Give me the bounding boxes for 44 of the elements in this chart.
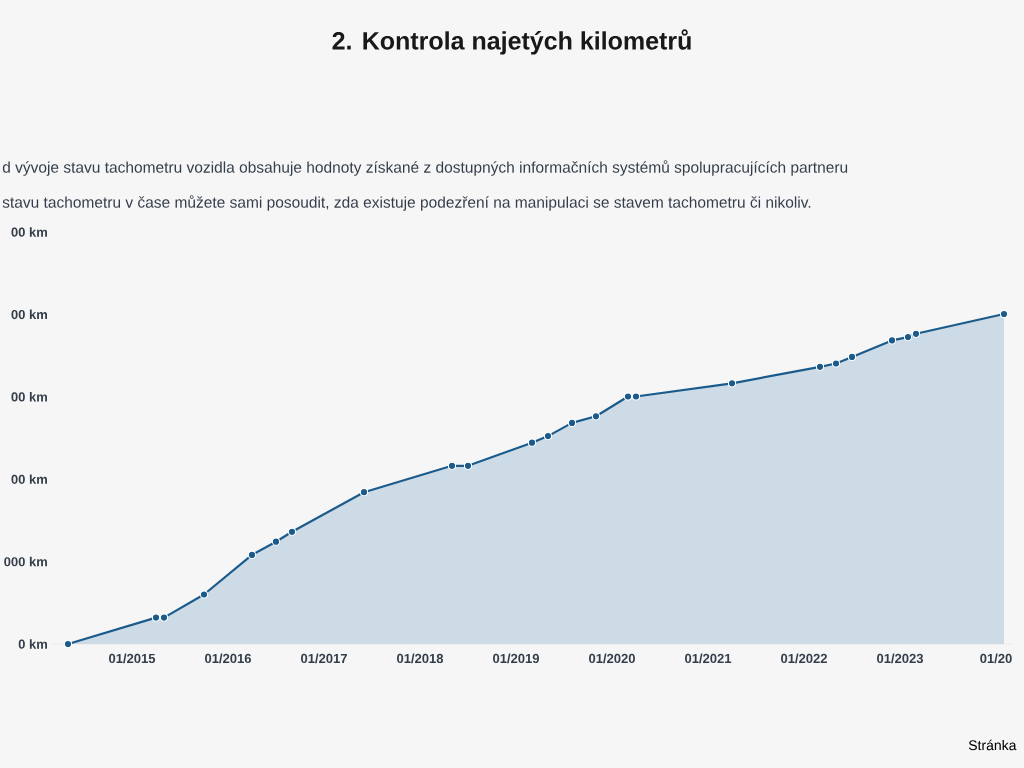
x-tick-label: 01/2020 (589, 653, 635, 664)
x-tick-label: 01/2018 (397, 653, 444, 664)
text: 0 km (18, 639, 47, 649)
point (527, 438, 537, 447)
x-tick-label: 01/2023 (877, 653, 924, 664)
point (631, 392, 641, 401)
chart-subtitle: d vývoje stavu tachometru vozidla obsahuje hodnoty získané z dostupných informačních systémů spolupracujících partneru (2, 160, 848, 176)
x-tick-label: 01/2022 (781, 653, 827, 664)
x-tick-label: 01/2021 (685, 653, 732, 664)
point (63, 639, 73, 649)
point (591, 412, 601, 421)
point (271, 537, 281, 546)
point (359, 488, 369, 497)
point (999, 309, 1009, 319)
text: stavu tachometru v čase můžete sami posoudit, zda existuje podezření na manipulaci se stavem tachometru či nikoliv. (2, 195, 811, 211)
x-tick-label: 01/2015 (109, 653, 156, 664)
chart-title: 2. Kontrola najetých kilometrů (332, 29, 691, 55)
point (727, 379, 737, 388)
x-tick-label: 01/20 (980, 653, 1012, 664)
text: 00 km (11, 227, 47, 237)
point (887, 336, 897, 345)
point (247, 550, 257, 559)
point (847, 352, 857, 361)
point (623, 392, 633, 401)
point (447, 461, 457, 470)
point (287, 527, 297, 536)
point (151, 613, 161, 622)
point (567, 418, 577, 427)
point (199, 590, 209, 599)
point (543, 432, 553, 441)
point (815, 362, 825, 371)
point (831, 359, 841, 368)
x-tick-label: 01/2019 (493, 653, 540, 664)
text: Stránka (968, 739, 1017, 751)
text: 00 km (11, 309, 47, 320)
point (903, 333, 913, 342)
text: 00 km (11, 474, 47, 484)
point (463, 461, 473, 470)
point (911, 329, 921, 338)
x-tick-label: 01/2016 (205, 653, 252, 664)
text: 000 km (4, 556, 47, 567)
text: 00 km (11, 392, 47, 402)
x-tick-label: 01/2017 (301, 653, 347, 664)
point (159, 613, 169, 622)
